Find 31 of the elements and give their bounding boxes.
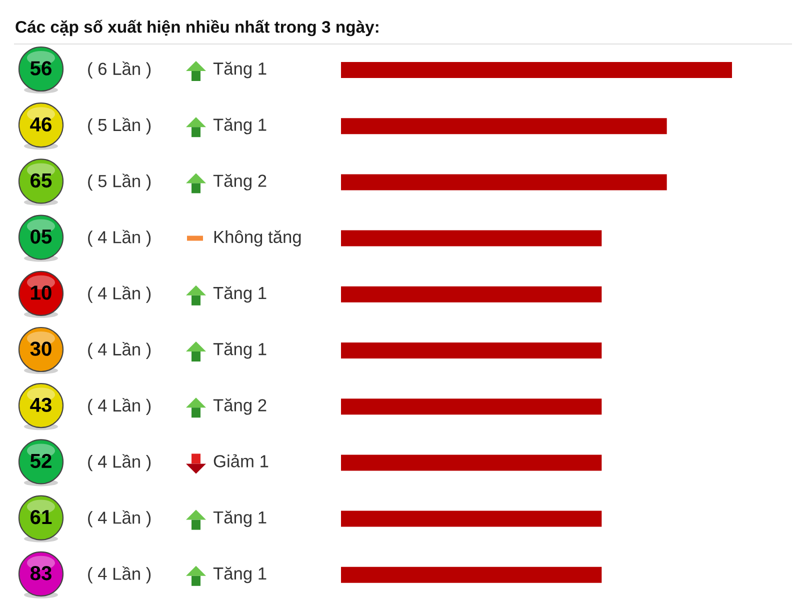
- data-label: ( 4 Lần ): [88, 230, 151, 247]
- y-tick-label: 52: [30, 454, 52, 468]
- data-label: ( 4 Lần ): [88, 398, 151, 416]
- text: Tăng 1: [213, 118, 266, 134]
- text: Tăng 1: [213, 566, 266, 584]
- y-tick-label: 05: [30, 229, 52, 244]
- text: Tăng 1: [213, 62, 266, 78]
- data-label: ( 5 Lần ): [88, 118, 151, 135]
- text: Tăng 2: [213, 174, 266, 190]
- y-tick-label: 83: [30, 566, 52, 580]
- y-tick-label: 10: [31, 286, 52, 300]
- data-label: ( 4 Lần ): [88, 510, 151, 528]
- y-tick-label: 61: [30, 510, 52, 524]
- text: Tăng 1: [213, 342, 266, 359]
- data-label: ( 4 Lần ): [88, 566, 151, 584]
- text: Các cặp số xuất hiện nhiều nhất trong 3 ngày:: [16, 20, 378, 36]
- data-label: ( 4 Lần ): [88, 454, 151, 472]
- y-tick-label: 46: [30, 117, 52, 132]
- text: Tăng 1: [213, 510, 266, 527]
- y-tick-label: 43: [30, 398, 52, 412]
- y-tick-label: 56: [30, 61, 52, 76]
- data-label: ( 5 Lần ): [88, 174, 151, 191]
- text: Tăng 1: [213, 286, 266, 303]
- y-tick-label: 65: [30, 173, 52, 188]
- data-label: ( 4 Lần ): [88, 342, 151, 359]
- data-label: ( 4 Lần ): [88, 286, 151, 303]
- text: Tăng 2: [213, 398, 266, 415]
- y-tick-label: 30: [30, 342, 52, 356]
- data-label: ( 6 Lần ): [88, 62, 151, 78]
- text: Không tăng: [214, 230, 301, 246]
- text: Giảm 1: [214, 454, 268, 468]
